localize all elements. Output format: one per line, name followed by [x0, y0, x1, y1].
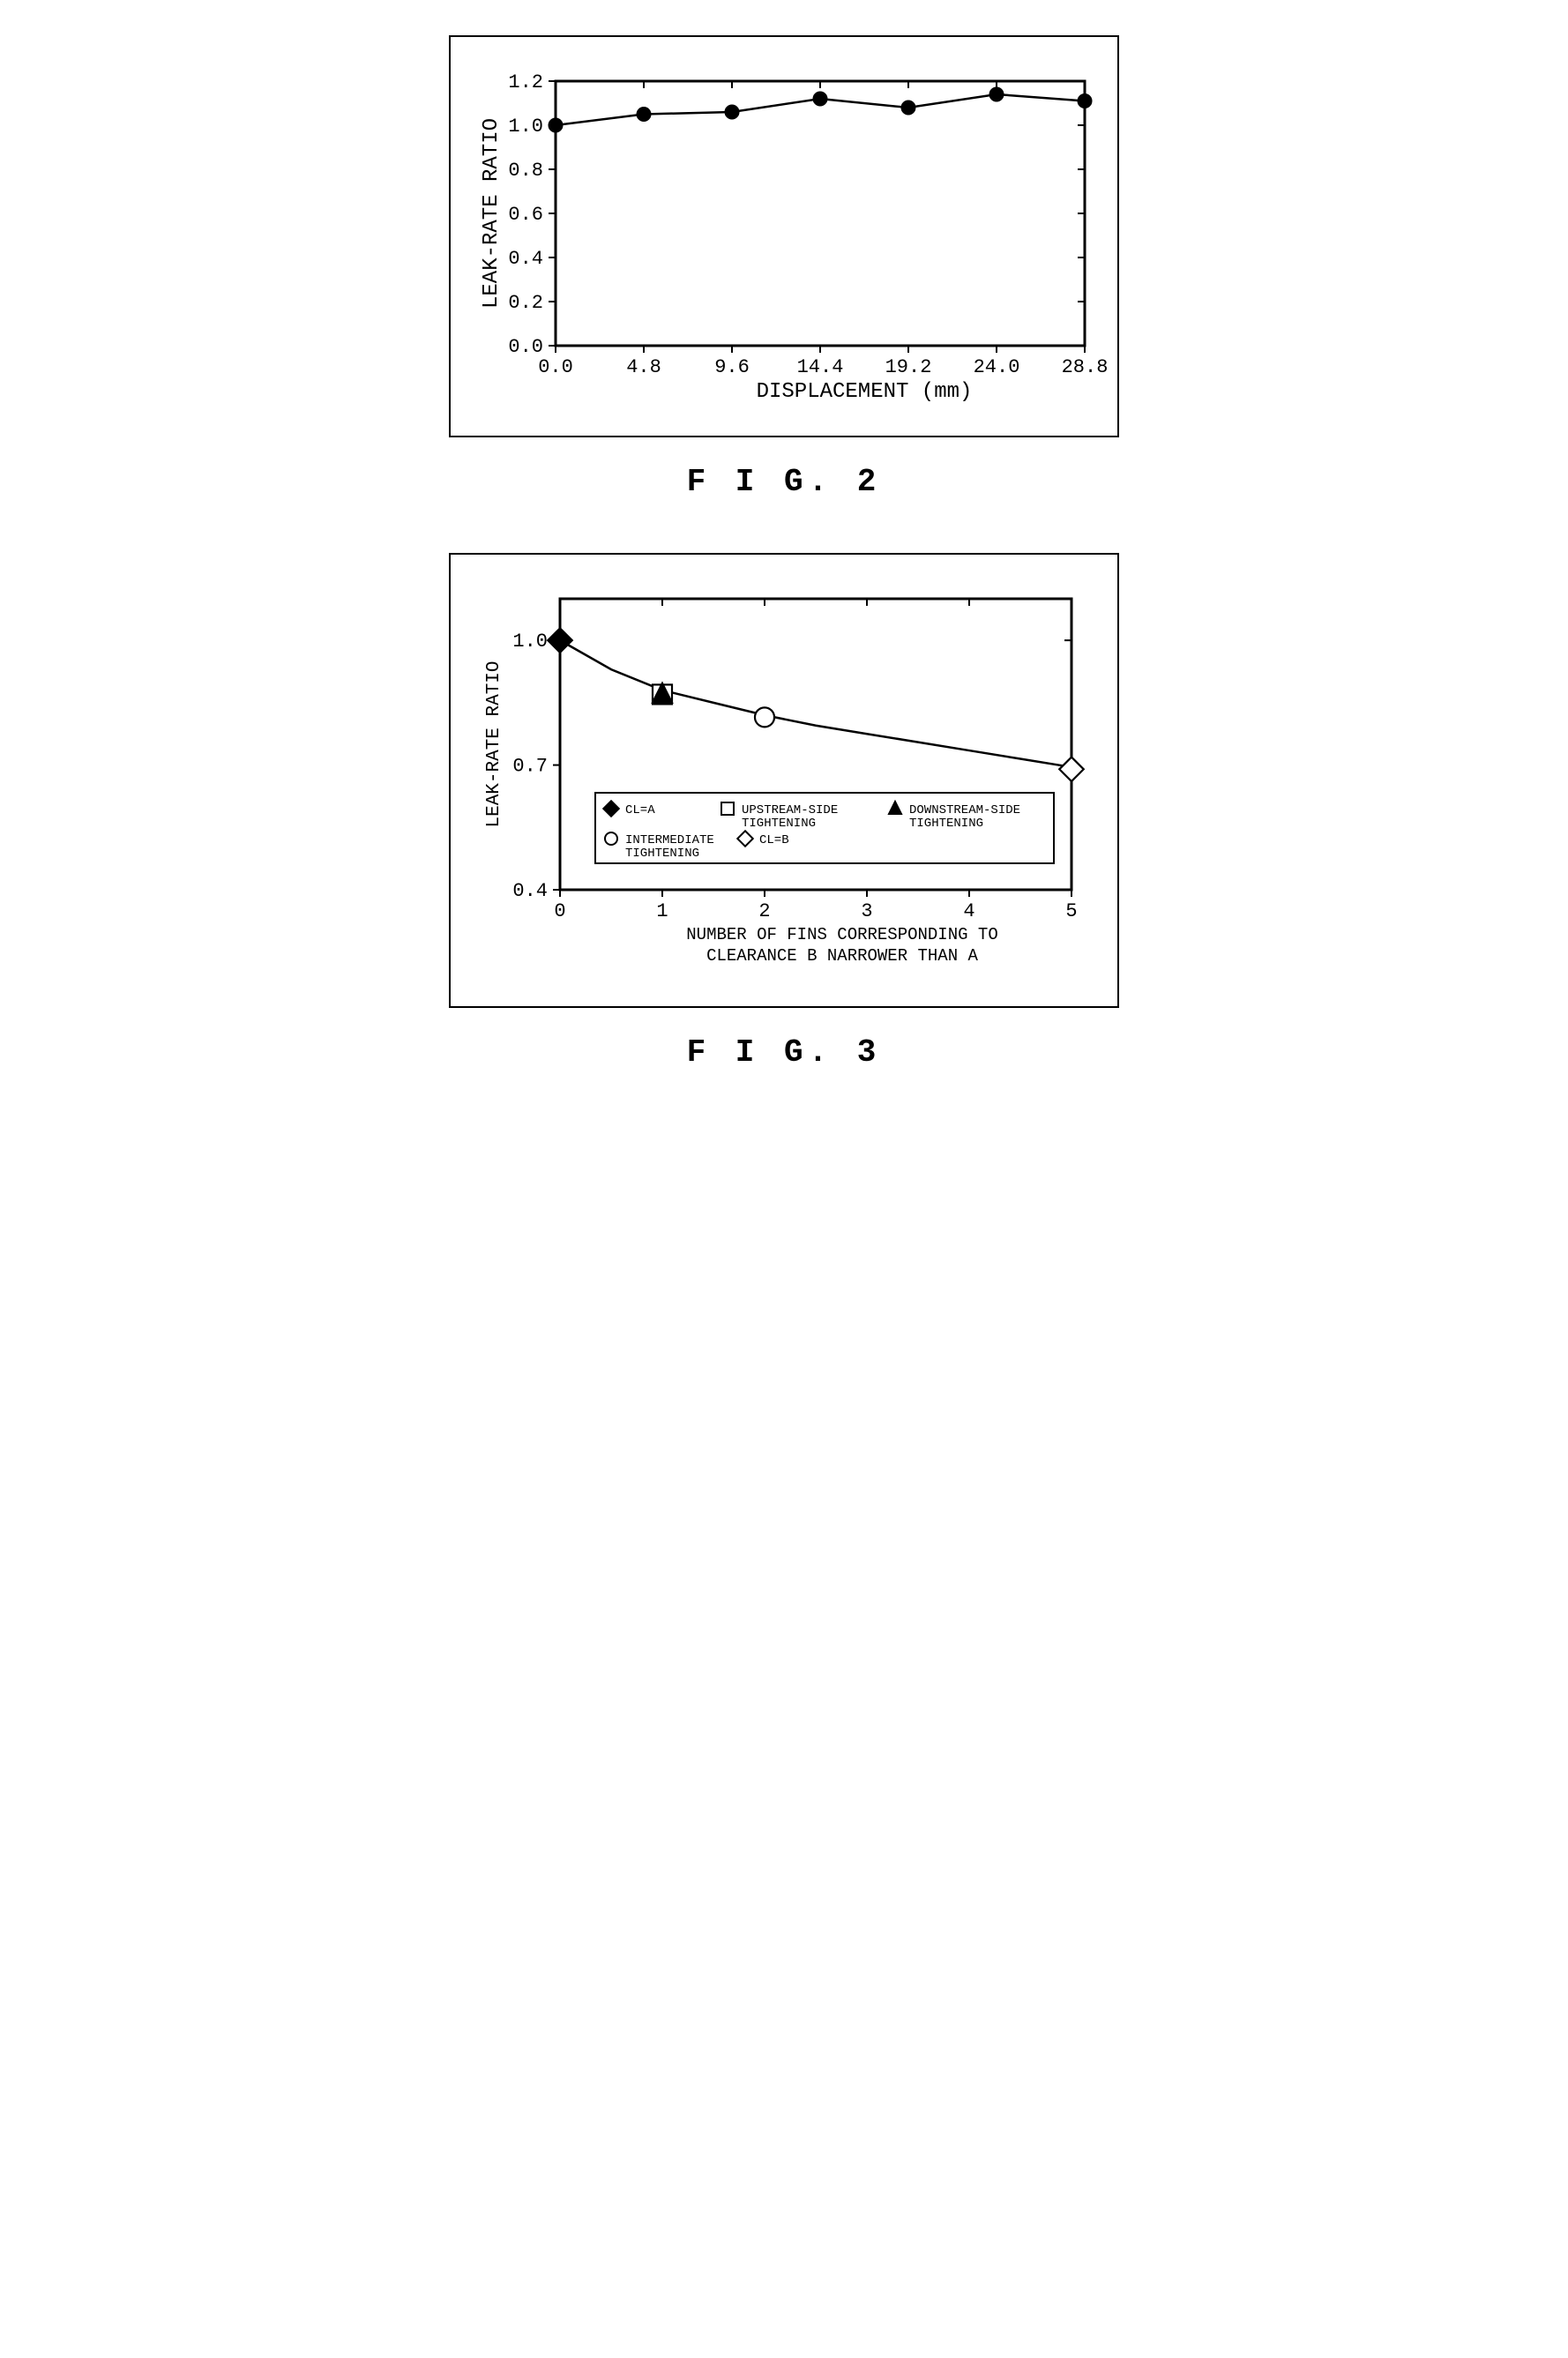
svg-text:CL=B: CL=B	[759, 833, 789, 847]
svg-text:0: 0	[554, 900, 565, 922]
svg-text:14.4: 14.4	[797, 356, 844, 378]
figure-3-caption: F I G. 3	[449, 1034, 1119, 1071]
svg-text:DISPLACEMENT (mm): DISPLACEMENT (mm)	[757, 380, 973, 404]
svg-text:LEAK-RATE RATIO: LEAK-RATE RATIO	[484, 660, 504, 827]
svg-text:0.0: 0.0	[538, 356, 573, 378]
figure-2-frame: 0.0 4.8 9.6 14.4 19.2 24.0 28.8 0.0 0.2 0.4 0.6 0.8…	[449, 35, 1119, 437]
svg-text:1: 1	[656, 900, 668, 922]
svg-text:4: 4	[963, 900, 974, 922]
svg-text:4.8: 4.8	[626, 356, 661, 378]
figure-2-svg: 0.0 4.8 9.6 14.4 19.2 24.0 28.8 0.0 0.2 0.4 0.6 0.8…	[472, 63, 1107, 416]
svg-text:LEAK-RATE RATIO: LEAK-RATE RATIO	[480, 118, 504, 309]
figure-2: 0.0 4.8 9.6 14.4 19.2 24.0 28.8 0.0 0.2 0.4 0.6 0.8…	[449, 35, 1119, 500]
svg-text:0.2: 0.2	[508, 292, 543, 314]
svg-text:CLEARANCE B NARROWER THAN A: CLEARANCE B NARROWER THAN A	[706, 946, 978, 966]
svg-text:NUMBER OF FINS CORRESPONDING T: NUMBER OF FINS CORRESPONDING TO	[686, 925, 997, 944]
svg-text:1.0: 1.0	[512, 631, 548, 653]
figure-3-svg: 0 1 2 3 4 5 0.4 0.7 1.0 NUMBER OF FINS CORRESPOND…	[472, 581, 1107, 987]
figure-2-chart: 0.04.89.614.419.224.028.80.00.20.40.60.8…	[472, 63, 1096, 416]
svg-text:0.7: 0.7	[512, 756, 548, 778]
svg-text:5: 5	[1065, 900, 1077, 922]
svg-text:0.4: 0.4	[512, 880, 548, 902]
svg-text:2: 2	[758, 900, 770, 922]
figure-3-frame: 0 1 2 3 4 5 0.4 0.7 1.0 NUMBER OF FINS CORRESPOND…	[449, 553, 1119, 1008]
svg-text:0.0: 0.0	[508, 336, 543, 358]
svg-text:1.2: 1.2	[508, 71, 543, 93]
svg-text:UPSTREAM-SIDE: UPSTREAM-SIDE	[742, 803, 838, 817]
svg-text:CL=A: CL=A	[625, 803, 655, 817]
svg-text:0.4: 0.4	[508, 248, 543, 270]
svg-text:TIGHTENING: TIGHTENING	[909, 817, 983, 831]
figure-2-caption: F I G. 2	[449, 464, 1119, 500]
svg-text:0.8: 0.8	[508, 160, 543, 182]
svg-text:INTERMEDIATE: INTERMEDIATE	[625, 833, 714, 847]
svg-text:19.2: 19.2	[885, 356, 932, 378]
svg-text:9.6: 9.6	[714, 356, 750, 378]
svg-text:0.6: 0.6	[508, 204, 543, 226]
svg-text:3: 3	[861, 900, 872, 922]
figure-3-chart: 0 1 2 3 4 5 0.4 0.7 1.0 NUMBER OF FINS CORRESPOND…	[472, 581, 1096, 987]
svg-text:TIGHTENING: TIGHTENING	[742, 817, 816, 831]
svg-text:28.8: 28.8	[1062, 356, 1107, 378]
svg-text:1.0: 1.0	[508, 116, 543, 138]
figure-3: 0 1 2 3 4 5 0.4 0.7 1.0 NUMBER OF FINS CORRESPOND…	[449, 553, 1119, 1071]
svg-text:24.0: 24.0	[974, 356, 1020, 378]
svg-text:DOWNSTREAM-SIDE: DOWNSTREAM-SIDE	[909, 803, 1020, 817]
svg-text:TIGHTENING: TIGHTENING	[625, 847, 699, 861]
